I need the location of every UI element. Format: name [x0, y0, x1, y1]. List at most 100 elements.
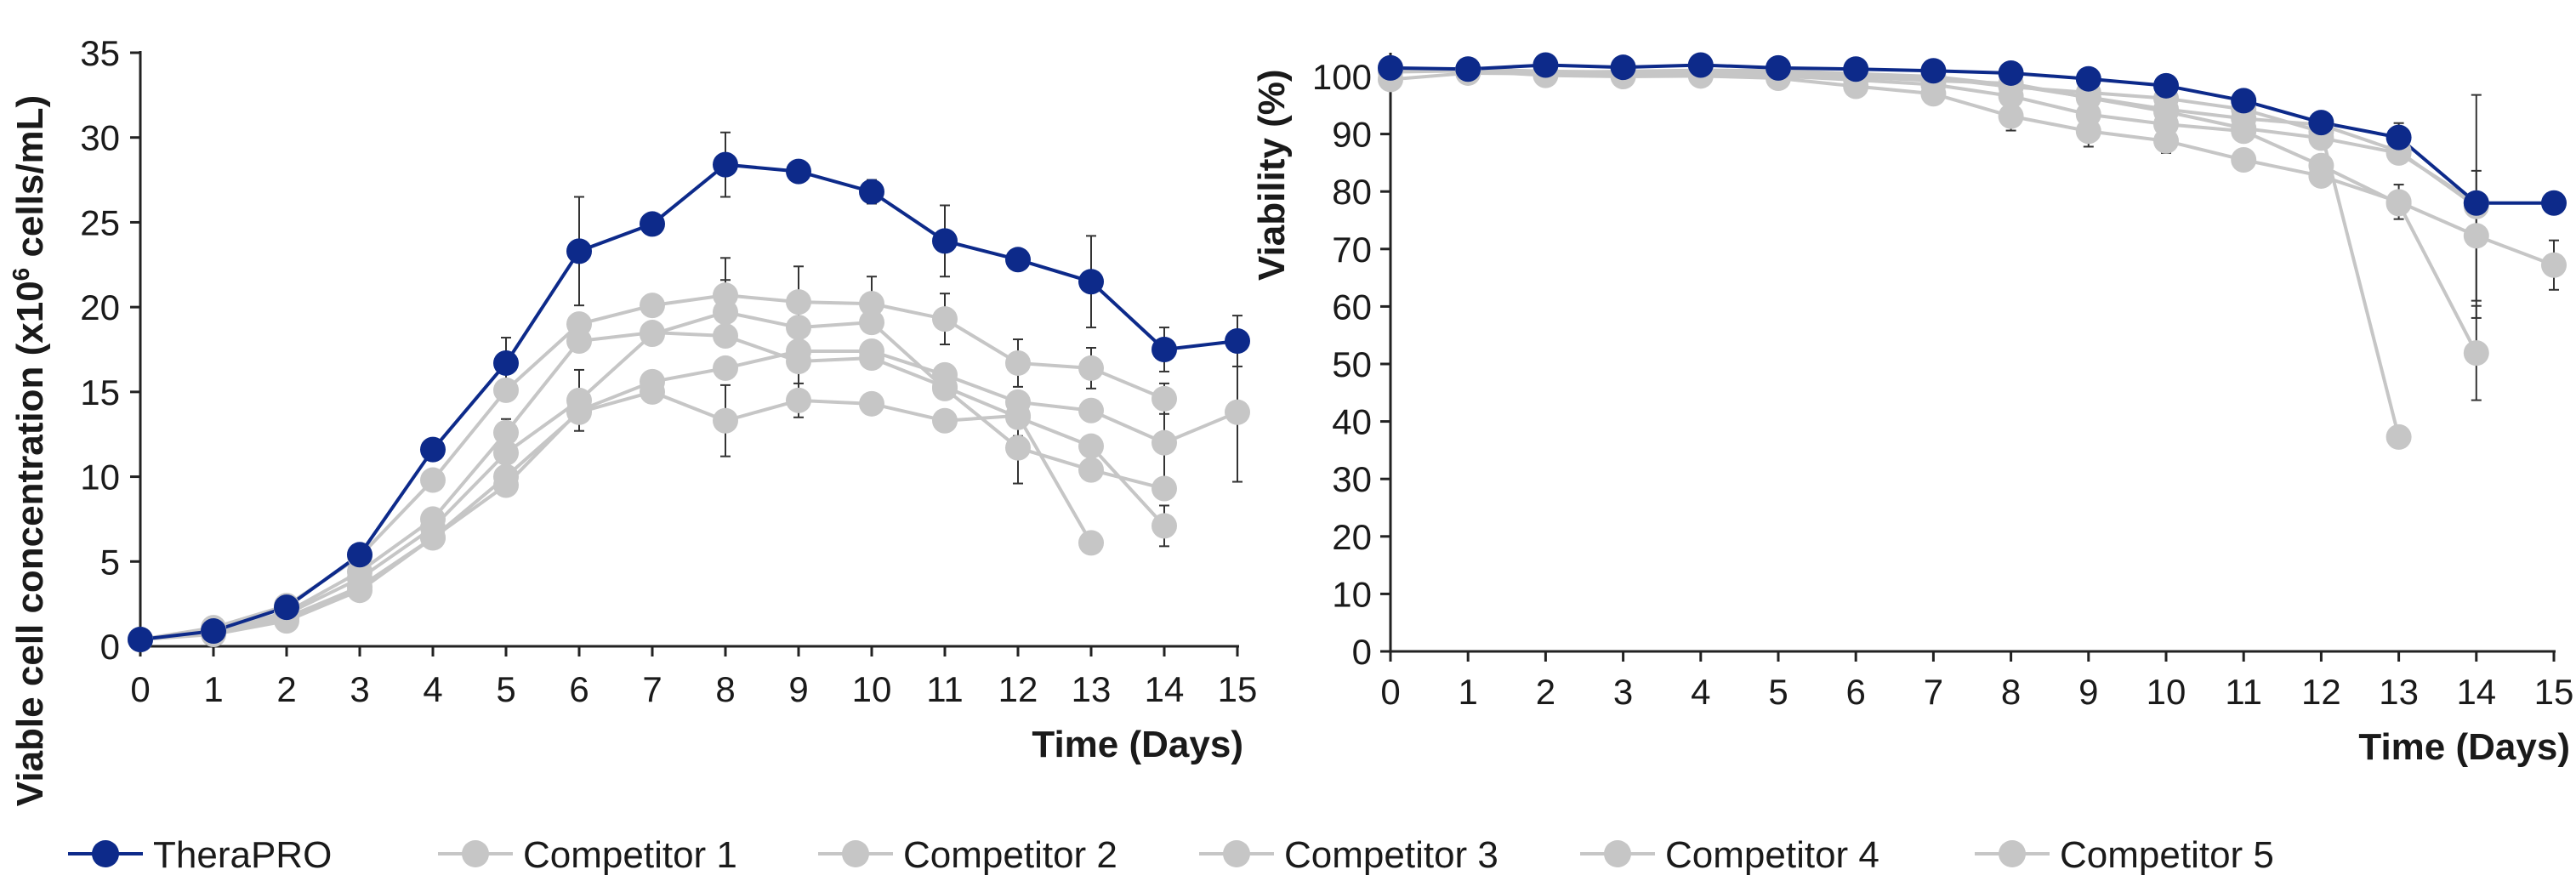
competitor-3-point: [493, 472, 519, 498]
x-tick-label: 7: [642, 669, 662, 709]
competitor-1-point: [713, 407, 738, 434]
x-tick-label: 5: [496, 669, 515, 709]
competitor-2-point: [420, 467, 446, 493]
competitor-5-point: [493, 440, 519, 466]
x-tick-label: 9: [788, 669, 808, 709]
y-tick-label: 40: [1332, 402, 1372, 442]
legend-swatch-marker-competitor-2: [842, 840, 869, 867]
competitor-3-point: [1998, 103, 2024, 129]
therapro-point: [713, 151, 738, 178]
y-axis-title: Viable cell concentration (x106 cells/mL…: [8, 95, 51, 806]
therapro-point: [1078, 269, 1104, 295]
competitor-5-point: [932, 375, 958, 401]
competitor-2-point: [786, 289, 811, 315]
x-tick-label: 8: [2001, 672, 2021, 712]
therapro-point: [2075, 65, 2101, 92]
competitor-4-point: [713, 323, 738, 350]
x-tick-label: 9: [2078, 672, 2098, 712]
competitor-3-point: [640, 368, 665, 395]
legend-label-competitor-5: Competitor 5: [2060, 834, 2274, 876]
competitor-4-point: [786, 348, 811, 374]
legend-swatch-marker-competitor-1: [462, 840, 489, 867]
y-tick-label: 10: [80, 458, 120, 497]
therapro-point: [786, 158, 811, 185]
competitor-2-point: [932, 306, 958, 333]
x-tick-label: 15: [2534, 672, 2574, 712]
y-tick-label: 30: [1332, 459, 1372, 499]
x-tick-label: 13: [2379, 672, 2419, 712]
competitor-5-point: [347, 566, 372, 592]
competitor-4-point: [1005, 404, 1031, 430]
competitor-5-point: [859, 310, 884, 336]
legend-swatch-marker-therapro: [92, 840, 119, 867]
y-tick-label: 80: [1332, 172, 1372, 212]
therapro-point: [1533, 52, 1559, 78]
x-tick-label: 1: [203, 669, 223, 709]
therapro-point: [2153, 72, 2179, 99]
x-tick-label: 14: [2456, 672, 2496, 712]
competitor-4-point: [566, 328, 592, 355]
y-tick-label: 60: [1332, 287, 1372, 327]
x-axis-title: Time (Days): [1032, 724, 1243, 765]
therapro-point: [1687, 52, 1714, 78]
competitor-5-point: [566, 387, 592, 413]
therapro-point: [274, 594, 299, 621]
therapro-point: [420, 436, 446, 463]
competitor-5-point: [1152, 475, 1177, 502]
x-tick-label: 10: [852, 669, 892, 709]
viable-cell-concentration-chart: 0 1 2 3 4 5 6 7 8 9 10 11 12 13 14 1505101520253035Time…: [8, 33, 1257, 806]
legend-swatch-marker-competitor-4: [1604, 840, 1631, 867]
legend: TheraPRO Competitor 1 Competitor 2 Competit…: [68, 834, 2274, 876]
competitor-2-point: [1078, 355, 1104, 381]
therapro-point: [1378, 54, 1403, 81]
competitor-4-point: [1152, 513, 1177, 539]
x-tick-label: 7: [1924, 672, 1943, 712]
therapro-point: [1843, 56, 1869, 82]
legend-label-competitor-4: Competitor 4: [1665, 834, 1879, 876]
x-tick-label: 14: [1145, 669, 1185, 709]
competitor-5-point: [713, 299, 738, 326]
left-chart-markers: [128, 151, 1250, 653]
y-axis-title-prefix: Viable cell concentration (x10: [9, 281, 51, 806]
competitor-5-point: [2308, 152, 2334, 179]
competitor-2-point: [493, 377, 519, 403]
y-tick-label: 30: [80, 118, 120, 158]
right-chart-markers: [1378, 52, 2567, 450]
y-tick-label: 5: [100, 542, 120, 582]
therapro-point: [2463, 190, 2489, 216]
therapro-point: [1225, 328, 1250, 355]
therapro-point: [1766, 54, 1791, 81]
left-chart-labels: 0 1 2 3 4 5 6 7 8 9 10 11 12 13 14 1505101520253035Time…: [8, 33, 1257, 806]
competitor-3-point: [1152, 429, 1177, 456]
legend-label-competitor-2: Competitor 2: [903, 834, 1117, 876]
therapro-point: [932, 228, 958, 254]
therapro-point: [640, 211, 665, 237]
y-tick-label: 50: [1332, 344, 1372, 384]
x-tick-label: 0: [130, 669, 150, 709]
therapro-point: [1920, 58, 1947, 84]
y-tick-label: 25: [80, 202, 120, 242]
competitor-1-point: [786, 387, 811, 413]
x-tick-label: 6: [1846, 672, 1866, 712]
therapro-point: [2308, 110, 2334, 136]
legend-label-competitor-1: Competitor 1: [523, 834, 737, 876]
competitor-3-point: [1225, 399, 1250, 425]
y-tick-label: 70: [1332, 230, 1372, 270]
x-tick-label: 11: [2225, 672, 2262, 712]
competitor-3-line: [139, 349, 1238, 642]
competitor-1-point: [932, 407, 958, 434]
x-tick-label: 12: [2301, 672, 2341, 712]
viability-chart: 0 1 2 3 4 5 6 7 8 9 10 11 12 13 14 15010203040506070809…: [1251, 52, 2573, 768]
therapro-line: [139, 162, 1238, 642]
y-axis-title-superscript: 6: [8, 268, 34, 281]
competitor-4-point: [493, 419, 519, 446]
x-tick-label: 10: [2147, 672, 2186, 712]
y-tick-label: 35: [80, 33, 120, 73]
therapro-point: [1998, 60, 2024, 86]
right-chart-series-lines: [1390, 63, 2555, 438]
therapro-point: [2386, 124, 2412, 151]
competitor-2-point: [859, 291, 884, 317]
x-tick-label: 1: [1459, 672, 1478, 712]
competitor-1-point: [859, 390, 884, 417]
